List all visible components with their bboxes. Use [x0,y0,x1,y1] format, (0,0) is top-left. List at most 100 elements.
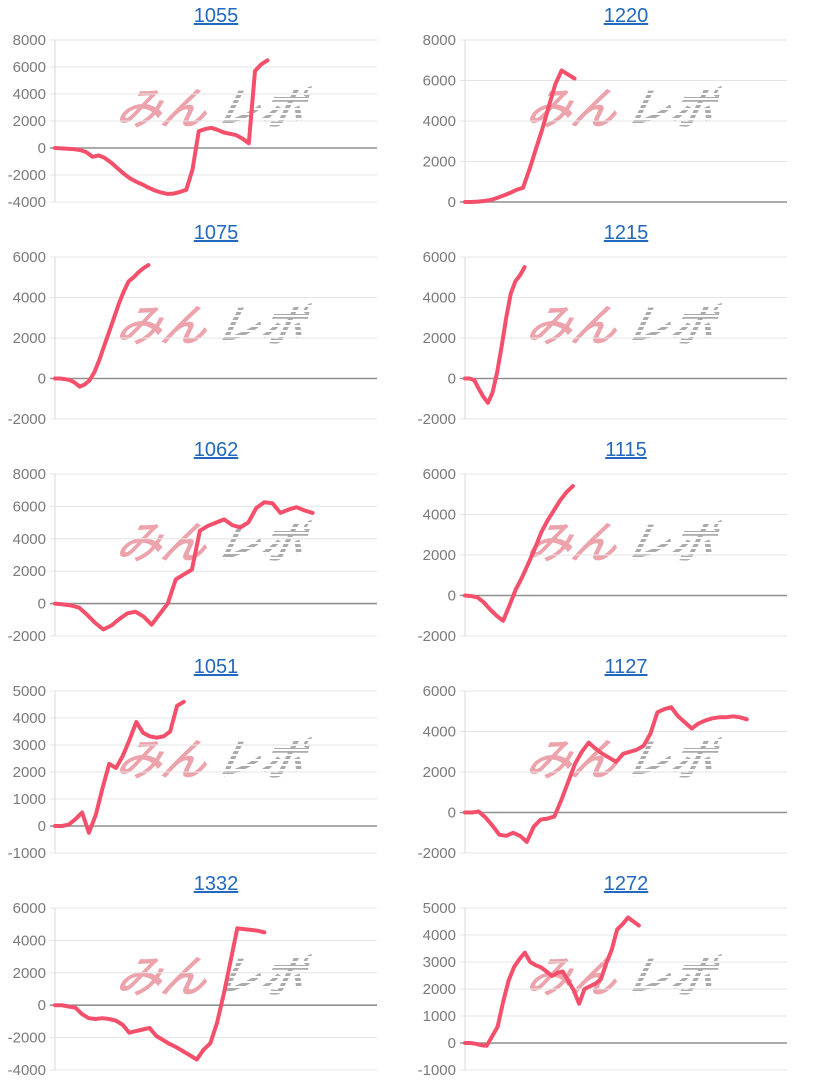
y-tick-label: 4000 [423,113,456,130]
y-tick-label: -1000 [418,1062,456,1079]
gridlines [50,907,377,1071]
y-tick-label: 2000 [423,154,456,171]
y-tick-label: 6000 [423,73,456,90]
y-tick-label: 8000 [423,32,456,49]
y-tick-label: 0 [448,194,456,211]
y-tick-label: 4000 [423,507,456,524]
chart-title-link[interactable]: 1215 [603,222,649,244]
line-chart: 8000 6000 4000 2000 0 [423,32,787,211]
chart-title-link[interactable]: 1062 [193,439,239,461]
y-tick-label: 2000 [423,981,456,998]
y-tick-label: 0 [38,596,46,613]
chart-title-link[interactable]: 1115 [605,439,647,461]
y-axis-labels: 8000 6000 4000 2000 0 -2000 [8,466,46,645]
y-tick-label: 4000 [13,531,46,548]
chart-cell: 1062 みんレポ 8000 6000 4000 2000 0 -2000 [0,434,410,651]
line-chart: 5000 4000 3000 2000 1000 0 -1000 [8,683,377,862]
chart-cell: 1075 みんレポ 6000 4000 2000 0 -2000 [0,217,410,434]
y-tick-label: 2000 [13,330,46,347]
chart-title-link[interactable]: 1220 [603,5,649,27]
y-tick-label: -2000 [418,628,456,645]
y-axis-labels: 6000 4000 2000 0 -2000 [8,249,46,428]
y-axis-labels: 6000 4000 2000 0 -2000 [418,683,456,862]
series-line [53,58,270,196]
chart-cell: 1051 みんレポ 5000 4000 3000 2000 1000 0 -1000 [0,651,410,868]
series-line [463,68,577,204]
y-tick-label: 0 [448,371,456,388]
y-tick-label: 5000 [13,683,46,700]
y-tick-label: 2000 [13,965,46,982]
gridlines [460,256,787,420]
chart-cell: 1215 みんレポ 6000 4000 2000 0 -2000 [410,217,820,434]
y-tick-label: -2000 [418,411,456,428]
y-tick-label: -1000 [8,845,46,862]
y-tick-label: -2000 [418,845,456,862]
y-tick-label: 4000 [13,290,46,307]
y-axis-labels: 5000 4000 3000 2000 1000 0 -1000 [418,900,456,1079]
y-axis-labels: 5000 4000 3000 2000 1000 0 -1000 [8,683,46,862]
y-tick-label: -4000 [8,1062,46,1079]
gridlines [50,256,377,420]
y-tick-label: 6000 [13,249,46,266]
y-tick-label: 0 [448,588,456,605]
gridlines [50,690,377,854]
chart-title-link[interactable]: 1332 [193,873,239,895]
y-tick-label: 2000 [423,547,456,564]
chart-cell: 1115 みんレポ 6000 4000 2000 0 -2000 [410,434,820,651]
chart-cell: 1332 みんレポ 6000 4000 2000 0 -2000 -4000 [0,868,410,1085]
y-axis-labels: 6000 4000 2000 0 -2000 -4000 [8,900,46,1079]
y-tick-label: 5000 [423,900,456,917]
y-tick-label: 3000 [423,954,456,971]
line-chart: 6000 4000 2000 0 -2000 [8,249,377,428]
chart-cell: 1127 みんレポ 6000 4000 2000 0 -2000 [410,651,820,868]
y-tick-label: -2000 [8,167,46,184]
y-tick-label: 4000 [13,932,46,949]
y-tick-label: 8000 [13,466,46,483]
y-tick-label: 2000 [423,764,456,781]
y-tick-label: -4000 [8,194,46,211]
y-tick-label: 0 [38,818,46,835]
y-tick-label: -2000 [8,1030,46,1047]
y-tick-label: 4000 [423,927,456,944]
gridlines [460,39,787,203]
chart-cell: 1220 みんレポ 8000 6000 4000 2000 0 [410,0,820,217]
line-chart: 6000 4000 2000 0 -2000 [418,683,787,862]
gridlines [460,690,787,854]
y-axis-labels: 8000 6000 4000 2000 0 [423,32,456,211]
series-line [463,265,527,405]
series-line [53,699,186,835]
series-line [463,915,641,1048]
y-tick-label: 6000 [423,683,456,700]
y-tick-label: 6000 [13,900,46,917]
y-axis-labels: 8000 6000 4000 2000 0 -2000 -4000 [8,32,46,211]
series-line [463,484,575,623]
y-tick-label: 6000 [13,498,46,515]
y-tick-label: 2000 [13,113,46,130]
chart-title-link[interactable]: 1075 [193,222,239,244]
line-chart: 8000 6000 4000 2000 0 -2000 -4000 [8,32,377,211]
y-tick-label: -2000 [8,411,46,428]
y-tick-label: 4000 [423,724,456,741]
y-tick-label: 6000 [13,59,46,76]
y-tick-label: 1000 [13,791,46,808]
line-chart: 8000 6000 4000 2000 0 -2000 [8,466,377,645]
chart-title-link[interactable]: 1055 [193,5,239,27]
gridlines [50,39,377,203]
gridlines [50,473,377,637]
y-axis-labels: 6000 4000 2000 0 -2000 [418,249,456,428]
chart-title-link[interactable]: 1272 [603,873,649,895]
series-line [463,705,749,844]
chart-cell: 1272 みんレポ 5000 4000 3000 2000 1000 0 -1000 [410,868,820,1085]
gridlines [460,473,787,637]
line-chart: 6000 4000 2000 0 -2000 -4000 [8,900,377,1079]
y-tick-label: 2000 [13,563,46,580]
series-line [53,263,151,389]
gridlines [460,907,787,1071]
y-tick-label: 6000 [423,466,456,483]
y-tick-label: 8000 [13,32,46,49]
line-chart: 5000 4000 3000 2000 1000 0 -1000 [418,900,787,1079]
line-chart: 6000 4000 2000 0 -2000 [418,249,787,428]
chart-title-link[interactable]: 1127 [604,656,648,678]
chart-title-link[interactable]: 1051 [193,656,239,678]
